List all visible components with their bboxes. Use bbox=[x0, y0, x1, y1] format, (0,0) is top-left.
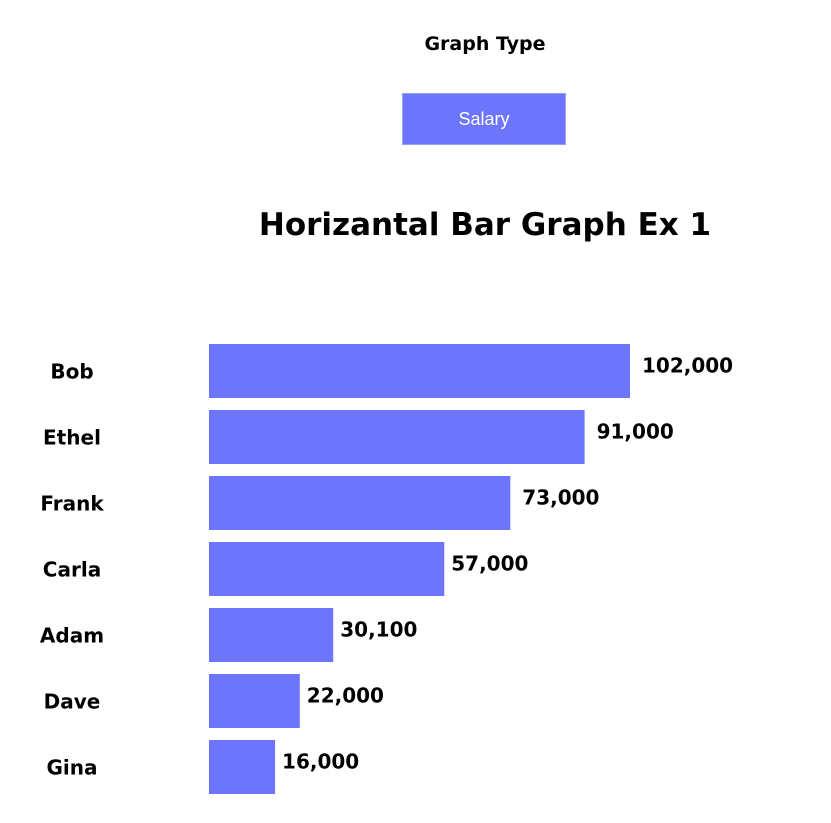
category-label-bob: Bob bbox=[50, 360, 93, 384]
bar-ethel bbox=[209, 410, 585, 464]
category-label-gina: Gina bbox=[46, 756, 97, 780]
value-label-frank: 73,000 bbox=[522, 486, 599, 510]
salary-button[interactable]: Salary bbox=[402, 93, 566, 145]
value-label-carla: 57,000 bbox=[451, 552, 528, 576]
category-label-frank: Frank bbox=[40, 492, 104, 516]
graph-type-label: Graph Type bbox=[424, 33, 546, 55]
value-label-adam: 30,100 bbox=[340, 618, 417, 642]
bar-gina bbox=[209, 740, 276, 794]
bar-dave bbox=[209, 674, 300, 728]
bar-carla bbox=[209, 542, 445, 596]
value-label-dave: 22,000 bbox=[307, 684, 384, 708]
bar-frank bbox=[209, 476, 511, 530]
category-label-adam: Adam bbox=[40, 624, 104, 648]
chart-title: Horizantal Bar Graph Ex 1 bbox=[258, 207, 712, 243]
value-label-bob: 102,000 bbox=[642, 354, 733, 378]
bar-adam bbox=[209, 608, 334, 662]
category-label-carla: Carla bbox=[43, 558, 101, 582]
category-label-dave: Dave bbox=[44, 690, 101, 714]
bar-bob bbox=[209, 344, 630, 398]
value-label-gina: 16,000 bbox=[282, 750, 359, 774]
category-label-ethel: Ethel bbox=[43, 426, 101, 450]
value-label-ethel: 91,000 bbox=[597, 420, 674, 444]
